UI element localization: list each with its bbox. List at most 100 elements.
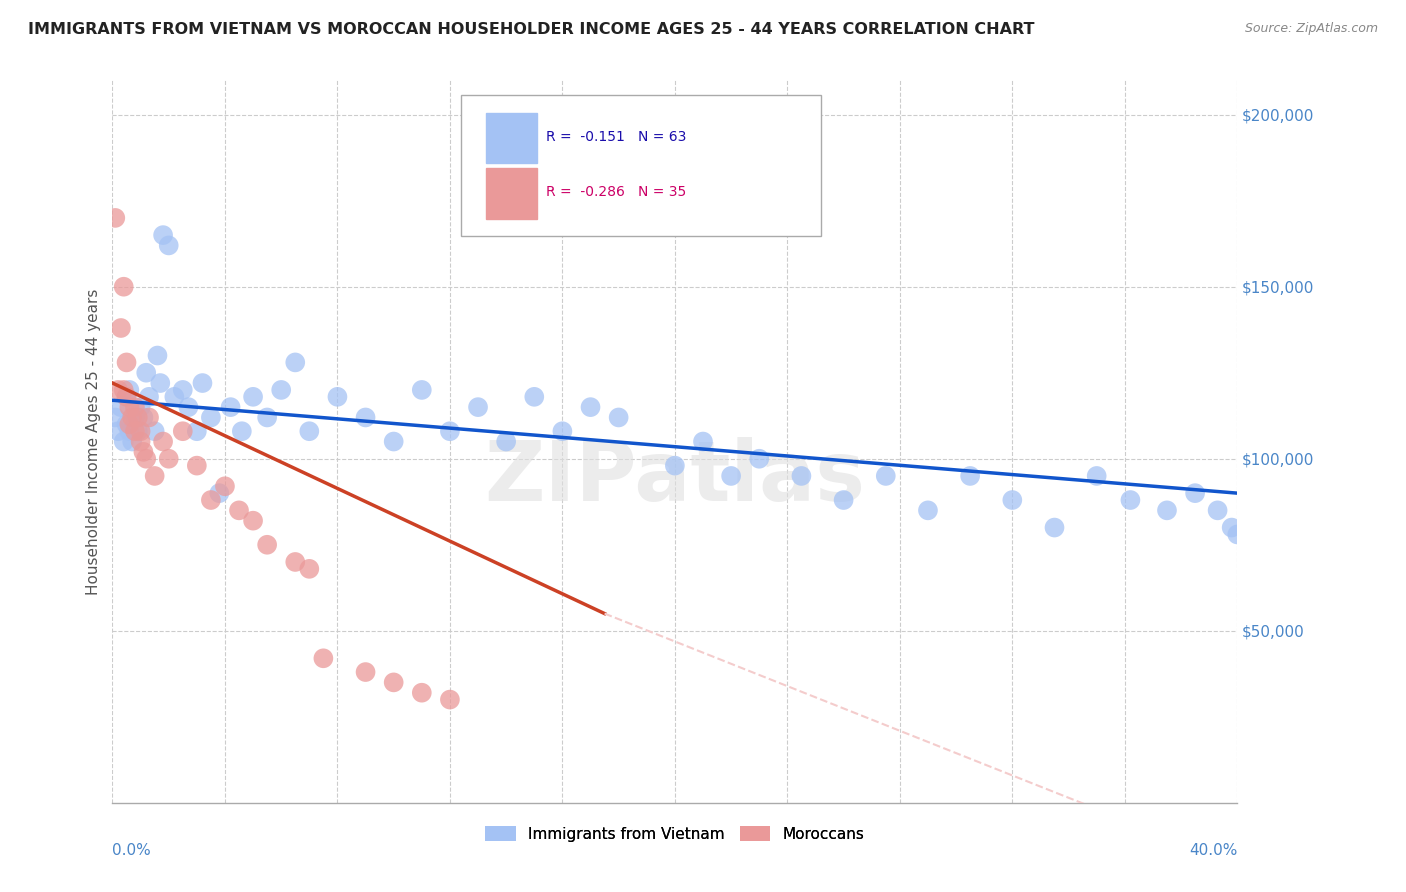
Point (129, 434, 152, 449)
Text: ZIPatlas: ZIPatlas (485, 437, 865, 518)
Text: Source: ZipAtlas.com: Source: ZipAtlas.com (1244, 22, 1378, 36)
Point (495, 434, 517, 449)
Point (382, 675, 405, 690)
Point (110, 321, 132, 335)
Point (124, 424, 146, 438)
Point (127, 424, 149, 438)
Text: 40.0%: 40.0% (1189, 843, 1237, 857)
Point (231, 424, 253, 438)
Point (191, 376, 214, 390)
Point (152, 228, 174, 243)
Point (121, 410, 143, 425)
Text: IMMIGRANTS FROM VIETNAM VS MOROCCAN HOUSEHOLDER INCOME AGES 25 - 44 YEARS CORREL: IMMIGRANTS FROM VIETNAM VS MOROCCAN HOUS… (28, 22, 1035, 37)
Point (256, 538, 278, 552)
Point (298, 424, 321, 438)
Point (1226, 527, 1249, 541)
Point (129, 424, 152, 438)
Point (439, 424, 461, 438)
Point (135, 366, 157, 380)
Point (411, 383, 433, 397)
Point (1001, 493, 1024, 508)
Point (104, 410, 127, 425)
Bar (486, 112, 537, 163)
Point (579, 400, 602, 414)
Point (135, 451, 157, 466)
Point (219, 400, 242, 414)
Point (104, 211, 127, 225)
Point (214, 479, 236, 493)
Point (132, 410, 155, 425)
Point (107, 383, 129, 397)
Point (1184, 486, 1206, 500)
Point (298, 562, 321, 576)
Point (270, 383, 292, 397)
Point (112, 434, 135, 449)
Point (138, 390, 160, 404)
Point (467, 400, 489, 414)
Point (118, 383, 141, 397)
Point (1156, 503, 1178, 517)
Point (439, 692, 461, 706)
Point (382, 434, 405, 449)
Point (790, 469, 813, 483)
Point (664, 458, 686, 473)
Point (208, 486, 231, 500)
Point (917, 503, 939, 517)
Point (256, 410, 278, 425)
Point (1206, 503, 1229, 517)
Point (112, 383, 135, 397)
Point (1220, 520, 1243, 534)
Point (326, 390, 349, 404)
Point (1119, 493, 1142, 508)
Point (748, 451, 770, 466)
Point (149, 376, 172, 390)
Point (692, 434, 714, 449)
Point (875, 469, 897, 483)
Point (152, 434, 174, 449)
Point (312, 651, 335, 665)
Point (118, 400, 141, 414)
Point (132, 445, 155, 459)
Point (115, 355, 138, 369)
Point (242, 514, 264, 528)
Point (121, 434, 143, 449)
Text: R =  -0.286   N = 35: R = -0.286 N = 35 (546, 186, 686, 199)
Point (172, 424, 194, 438)
Point (242, 390, 264, 404)
Point (411, 686, 433, 700)
Point (523, 390, 546, 404)
Point (124, 400, 146, 414)
Point (118, 417, 141, 432)
Point (143, 469, 166, 483)
Bar (486, 169, 537, 219)
Point (115, 390, 138, 404)
Point (354, 410, 377, 425)
Point (157, 451, 180, 466)
Point (1085, 469, 1108, 483)
Point (200, 493, 222, 508)
Point (110, 400, 132, 414)
Point (551, 424, 574, 438)
Text: 0.0%: 0.0% (112, 843, 152, 857)
Point (112, 279, 135, 293)
Y-axis label: Householder Income Ages 25 - 44 years: Householder Income Ages 25 - 44 years (86, 288, 101, 595)
Point (228, 503, 250, 517)
Point (146, 349, 169, 363)
Point (118, 424, 141, 438)
Point (607, 410, 630, 425)
Text: R =  -0.151   N = 63: R = -0.151 N = 63 (546, 129, 686, 144)
Point (720, 469, 742, 483)
Point (200, 410, 222, 425)
Point (284, 555, 307, 569)
Point (172, 383, 194, 397)
Point (115, 390, 138, 404)
Point (124, 410, 146, 425)
Point (186, 458, 208, 473)
Point (284, 355, 307, 369)
Point (107, 424, 129, 438)
Point (177, 400, 200, 414)
Point (163, 390, 186, 404)
Point (959, 469, 981, 483)
Point (129, 400, 152, 414)
Point (1043, 520, 1066, 534)
